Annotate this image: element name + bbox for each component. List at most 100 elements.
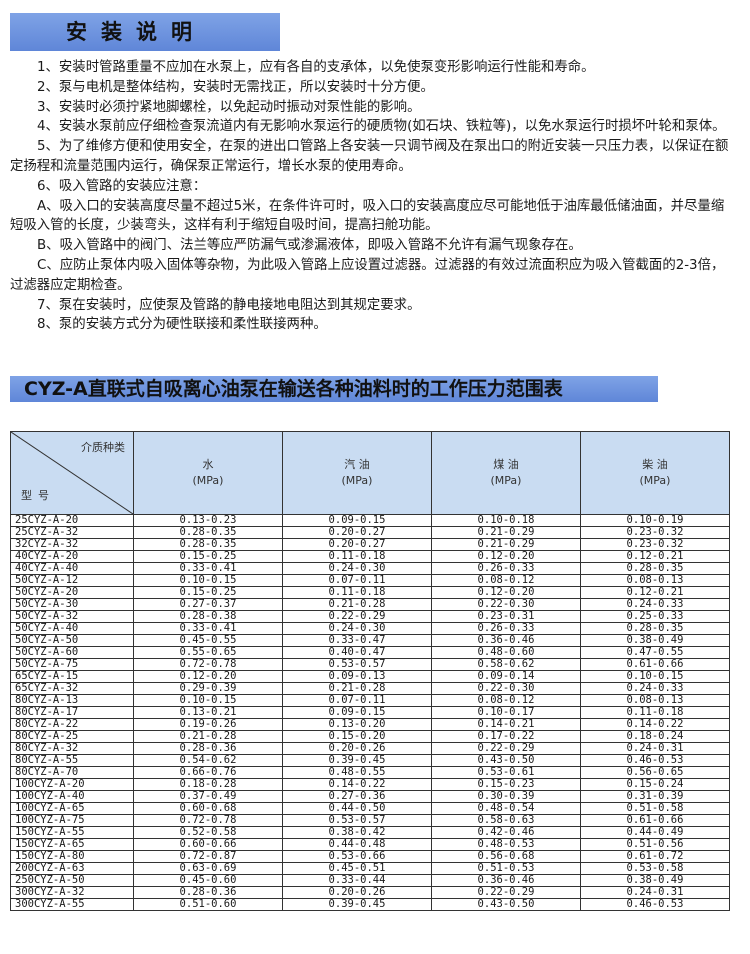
table-row: 40CYZ-A-20 0.15-0.25 0.11-0.18 0.12-0.20 0.1… xyxy=(10,550,730,563)
pressure-cell: 0.58-0.62 xyxy=(431,658,581,671)
pressure-cell: 0.53-0.57 xyxy=(282,814,432,827)
table-row: 80CYZ-A-70 0.66-0.76 0.48-0.55 0.53-0.61 0.5… xyxy=(10,766,730,779)
pressure-cell: 0.53-0.57 xyxy=(282,658,432,671)
model-cell: 65CYZ-A-15 xyxy=(10,670,134,683)
pressure-cell: 0.12-0.20 xyxy=(431,550,581,563)
pressure-cell: 0.08-0.13 xyxy=(580,574,730,587)
pressure-cell: 0.20-0.27 xyxy=(282,526,432,539)
table-row: 25CYZ-A-20 0.13-0.23 0.09-0.15 0.10-0.18 0.1… xyxy=(10,514,730,527)
table-row: 40CYZ-A-40 0.33-0.41 0.24-0.30 0.26-0.33 0.2… xyxy=(10,562,730,575)
table-row: 80CYZ-A-17 0.13-0.21 0.09-0.15 0.10-0.17 0.1… xyxy=(10,706,730,719)
table-row: 300CYZ-A-32 0.28-0.36 0.20-0.26 0.22-0.29 0.… xyxy=(10,886,730,899)
pressure-cell: 0.51-0.56 xyxy=(580,838,730,851)
pressure-cell: 0.13-0.20 xyxy=(282,718,432,731)
model-cell: 300CYZ-A-55 xyxy=(10,898,134,911)
pressure-cell: 0.13-0.21 xyxy=(133,706,283,719)
pressure-cell: 0.24-0.33 xyxy=(580,682,730,695)
pressure-cell: 0.44-0.48 xyxy=(282,838,432,851)
model-cell: 50CYZ-A-32 xyxy=(10,610,134,623)
pressure-cell: 0.43-0.50 xyxy=(431,898,581,911)
instruction-item: B、吸入管路中的阀门、法兰等应严防漏气或渗漏液体，即吸入管路不允许有漏气现象存在… xyxy=(37,238,582,254)
pressure-cell: 0.24-0.33 xyxy=(580,598,730,611)
pressure-cell: 0.38-0.42 xyxy=(282,826,432,839)
pressure-cell: 0.11-0.18 xyxy=(282,550,432,563)
pressure-cell: 0.19-0.26 xyxy=(133,718,283,731)
pressure-cell: 0.18-0.24 xyxy=(580,730,730,743)
column-header-kerosene: 煤 油 (MPa) xyxy=(431,431,581,515)
pressure-cell: 0.10-0.15 xyxy=(133,694,283,707)
pressure-cell: 0.14-0.21 xyxy=(431,718,581,731)
pressure-cell: 0.58-0.63 xyxy=(431,814,581,827)
table-row: 80CYZ-A-22 0.19-0.26 0.13-0.20 0.14-0.21 0.1… xyxy=(10,718,730,731)
model-cell: 100CYZ-A-40 xyxy=(10,790,134,803)
pressure-cell: 0.48-0.53 xyxy=(431,838,581,851)
pressure-cell: 0.28-0.36 xyxy=(133,742,283,755)
table-row: 50CYZ-A-20 0.15-0.25 0.11-0.18 0.12-0.20 0.1… xyxy=(10,586,730,599)
model-cell: 40CYZ-A-40 xyxy=(10,562,134,575)
pressure-cell: 0.08-0.13 xyxy=(580,694,730,707)
pressure-cell: 0.28-0.35 xyxy=(133,526,283,539)
model-cell: 300CYZ-A-32 xyxy=(10,886,134,899)
pressure-cell: 0.23-0.31 xyxy=(431,610,581,623)
pressure-cell: 0.28-0.35 xyxy=(580,562,730,575)
pressure-cell: 0.28-0.38 xyxy=(133,610,283,623)
model-cell: 150CYZ-A-80 xyxy=(10,850,134,863)
pressure-cell: 0.12-0.21 xyxy=(580,550,730,563)
pressure-cell: 0.47-0.55 xyxy=(580,646,730,659)
pressure-cell: 0.21-0.29 xyxy=(431,538,581,551)
model-label: 型号 xyxy=(21,489,55,502)
table-row: 50CYZ-A-40 0.33-0.41 0.24-0.30 0.26-0.33 0.2… xyxy=(10,622,730,635)
instruction-item: 4、安装水泵前应仔细检查泵流道内有无影响水泵运行的硬质物(如石块、铁粒等)，以免… xyxy=(37,119,726,135)
pressure-cell: 0.27-0.37 xyxy=(133,598,283,611)
pressure-cell: 0.39-0.45 xyxy=(282,898,432,911)
table-row: 80CYZ-A-25 0.21-0.28 0.15-0.20 0.17-0.22 0.1… xyxy=(10,730,730,743)
pressure-cell: 0.48-0.55 xyxy=(282,766,432,779)
pressure-cell: 0.09-0.15 xyxy=(282,514,432,527)
pressure-cell: 0.66-0.76 xyxy=(133,766,283,779)
instruction-item: 3、安装时必须拧紧地脚螺栓，以免起动时振动对泵性能的影响。 xyxy=(37,99,421,115)
model-cell: 25CYZ-A-32 xyxy=(10,526,134,539)
pressure-cell: 0.24-0.30 xyxy=(282,562,432,575)
pressure-cell: 0.21-0.28 xyxy=(282,598,432,611)
pressure-cell: 0.72-0.78 xyxy=(133,814,283,827)
pressure-cell: 0.12-0.20 xyxy=(431,586,581,599)
pressure-cell: 0.30-0.39 xyxy=(431,790,581,803)
pressure-cell: 0.52-0.58 xyxy=(133,826,283,839)
pressure-cell: 0.51-0.58 xyxy=(580,802,730,815)
pressure-cell: 0.20-0.27 xyxy=(282,538,432,551)
pressure-cell: 0.18-0.28 xyxy=(133,778,283,791)
model-cell: 100CYZ-A-20 xyxy=(10,778,134,791)
table-row: 100CYZ-A-75 0.72-0.78 0.53-0.57 0.58-0.63 0.… xyxy=(10,814,730,827)
pressure-cell: 0.56-0.65 xyxy=(580,766,730,779)
pressure-cell: 0.12-0.21 xyxy=(580,586,730,599)
pressure-cell: 0.45-0.60 xyxy=(133,874,283,887)
pressure-cell: 0.42-0.46 xyxy=(431,826,581,839)
pressure-cell: 0.33-0.44 xyxy=(282,874,432,887)
pressure-cell: 0.44-0.49 xyxy=(580,826,730,839)
pressure-cell: 0.10-0.18 xyxy=(431,514,581,527)
column-header-water: 水 (MPa) xyxy=(133,431,283,515)
pressure-cell: 0.31-0.39 xyxy=(580,790,730,803)
pressure-cell: 0.53-0.66 xyxy=(282,850,432,863)
pressure-cell: 0.53-0.61 xyxy=(431,766,581,779)
table-row: 150CYZ-A-55 0.52-0.58 0.38-0.42 0.42-0.46 0.… xyxy=(10,826,730,839)
pressure-cell: 0.21-0.28 xyxy=(282,682,432,695)
pressure-cell: 0.33-0.47 xyxy=(282,634,432,647)
instruction-item: A、吸入口的安装高度尽量不超过5米，在条件许可时，吸入口的安装高度应尽可能地低于… xyxy=(10,198,725,234)
pressure-cell: 0.36-0.46 xyxy=(431,634,581,647)
pressure-cell: 0.33-0.41 xyxy=(133,562,283,575)
model-cell: 50CYZ-A-40 xyxy=(10,622,134,635)
pressure-cell: 0.24-0.30 xyxy=(282,622,432,635)
model-cell: 150CYZ-A-65 xyxy=(10,838,134,851)
pressure-cell: 0.15-0.25 xyxy=(133,550,283,563)
pressure-cell: 0.07-0.11 xyxy=(282,694,432,707)
model-cell: 25CYZ-A-20 xyxy=(10,514,134,527)
model-cell: 50CYZ-A-12 xyxy=(10,574,134,587)
instruction-item: 1、安装时管路重量不应加在水泵上，应有各自的支承体，以免使泵变形影响运行性能和寿… xyxy=(37,60,595,75)
table-row: 50CYZ-A-60 0.55-0.65 0.40-0.47 0.48-0.60 0.4… xyxy=(10,646,730,659)
pressure-cell: 0.22-0.29 xyxy=(282,610,432,623)
pressure-cell: 0.44-0.50 xyxy=(282,802,432,815)
pressure-cell: 0.24-0.31 xyxy=(580,886,730,899)
pressure-cell: 0.55-0.65 xyxy=(133,646,283,659)
pressure-cell: 0.72-0.78 xyxy=(133,658,283,671)
